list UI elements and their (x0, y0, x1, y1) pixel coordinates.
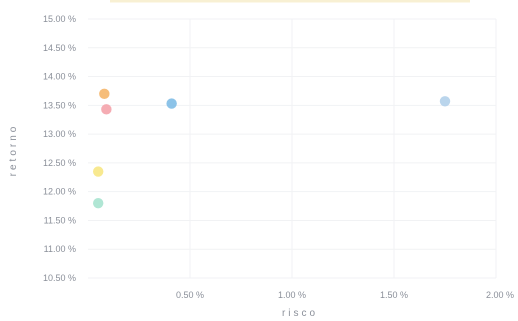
y-axis-ticks: 15.00 % 14.50 % 14.00 % 13.50 % 13.00 % 12.50… (43, 14, 76, 283)
x-tick-label: 1.00 % (278, 290, 306, 300)
scatter-point (101, 104, 112, 115)
scatter-point (166, 98, 177, 109)
scatter-point (93, 166, 104, 177)
data-points (93, 88, 451, 209)
y-tick-label: 15.00 % (43, 14, 76, 24)
y-tick-label: 14.00 % (43, 72, 76, 82)
scatter-point (99, 88, 110, 100)
y-tick-label: 13.00 % (43, 129, 76, 139)
scatter-point (439, 96, 451, 107)
x-axis-ticks: 0.50 % 1.00 % 1.50 % 2.00 % (176, 290, 514, 300)
y-axis-title: retorno (8, 124, 19, 177)
x-tick-label: 0.50 % (176, 290, 204, 300)
y-tick-label: 11.00 % (44, 244, 76, 254)
scatter-point (93, 197, 104, 209)
y-tick-label: 10.50 % (43, 273, 76, 283)
y-tick-label: 12.50 % (43, 158, 76, 168)
y-tick-label: 13.50 % (43, 100, 76, 110)
y-tick-label: 14.50 % (43, 43, 76, 53)
y-tick-label: 11.50 % (44, 215, 76, 225)
y-tick-label: 12.00 % (43, 187, 76, 197)
x-tick-label: 2.00 % (486, 290, 514, 300)
x-tick-label: 1.50 % (380, 290, 408, 300)
x-axis-title: risco (282, 308, 318, 319)
grid-layer (88, 18, 497, 279)
